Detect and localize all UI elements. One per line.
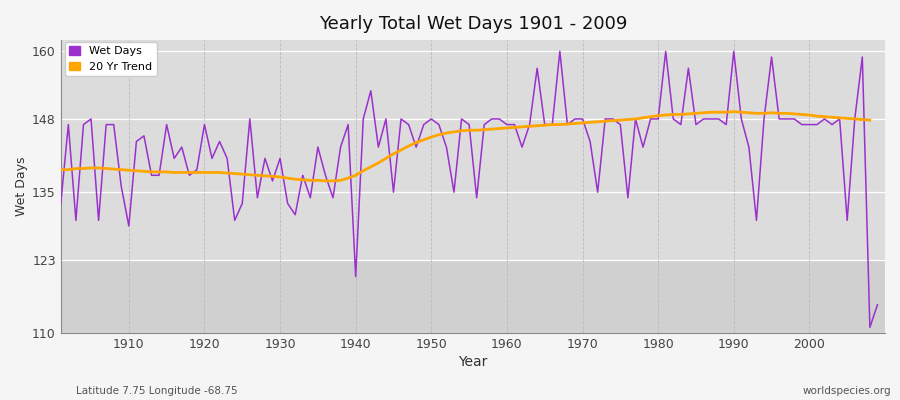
Y-axis label: Wet Days: Wet Days	[15, 157, 28, 216]
Text: worldspecies.org: worldspecies.org	[803, 386, 891, 396]
Title: Yearly Total Wet Days 1901 - 2009: Yearly Total Wet Days 1901 - 2009	[319, 15, 627, 33]
X-axis label: Year: Year	[458, 355, 488, 369]
Legend: Wet Days, 20 Yr Trend: Wet Days, 20 Yr Trend	[65, 42, 157, 76]
Text: Latitude 7.75 Longitude -68.75: Latitude 7.75 Longitude -68.75	[76, 386, 238, 396]
Bar	[61, 260, 885, 333]
